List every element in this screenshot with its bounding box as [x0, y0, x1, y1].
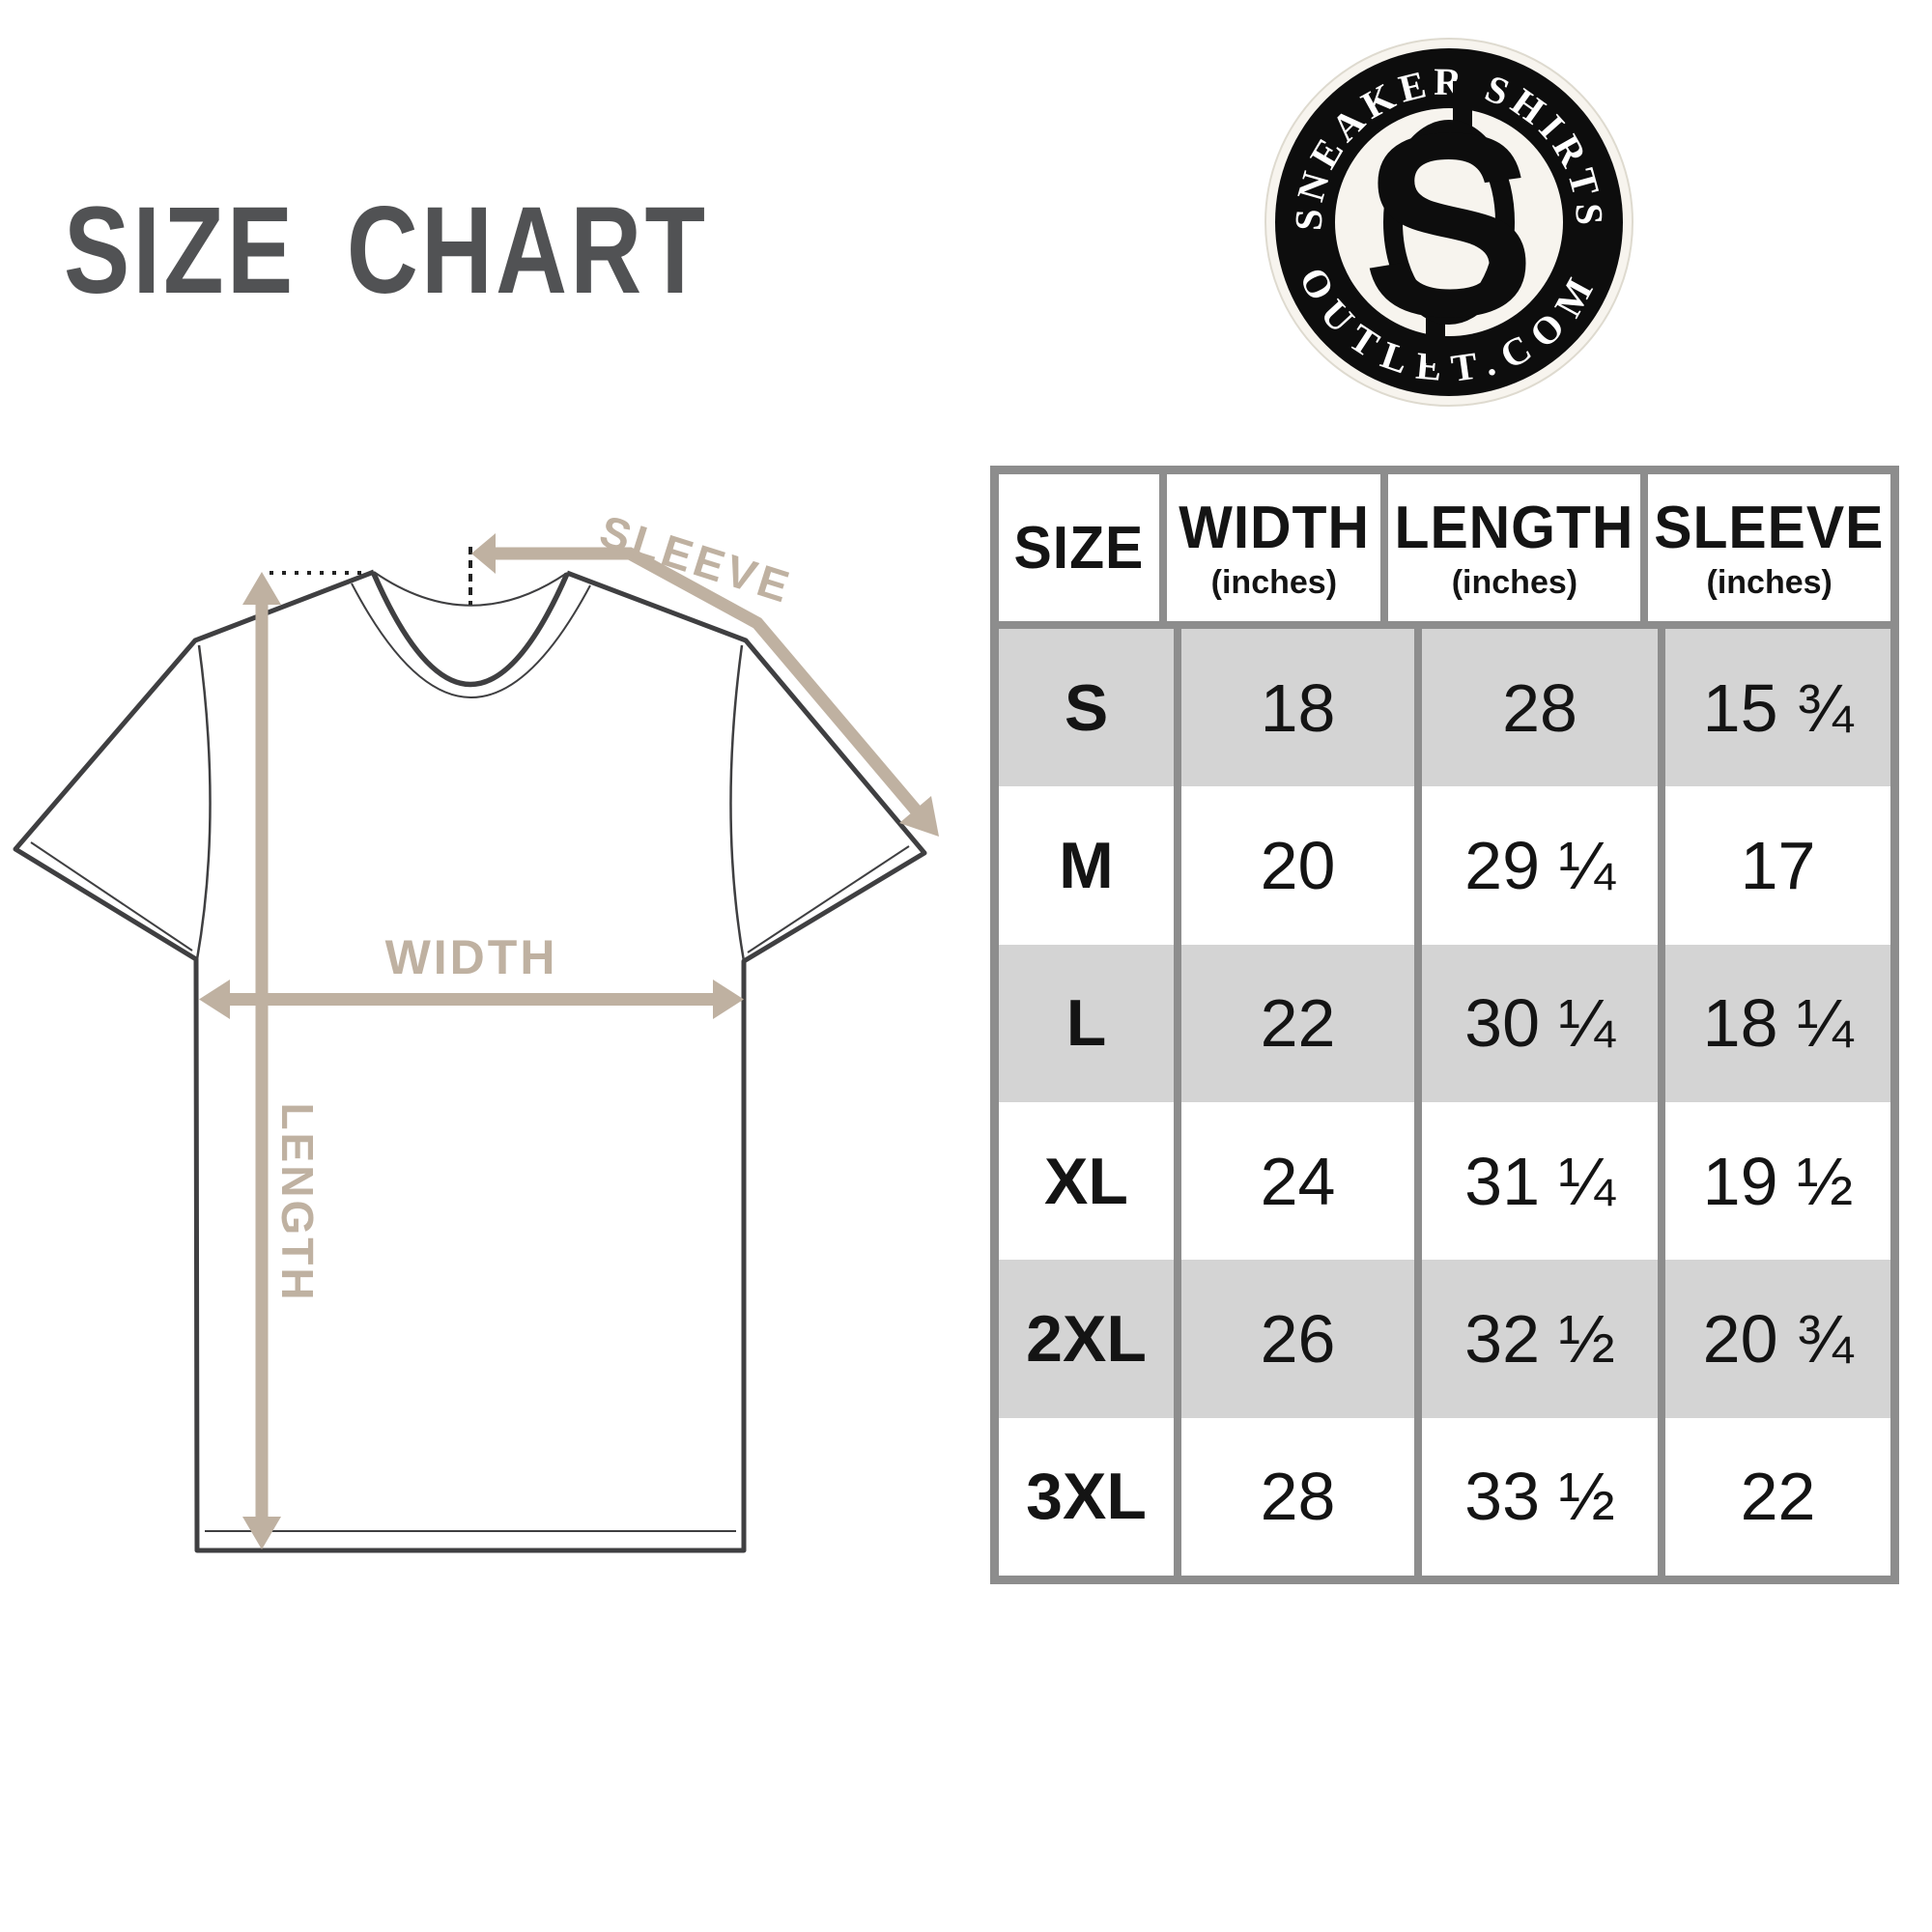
- table-row-2xl: 2XL 26 32 ½ 20 ¾: [999, 1260, 1890, 1418]
- header-units: (inches): [1706, 564, 1833, 601]
- table-row-3xl: 3XL 28 33 ½ 22: [999, 1417, 1890, 1576]
- table-row-s: S 18 28 15 ¾: [999, 629, 1890, 787]
- cell-width: 26: [1181, 1260, 1414, 1418]
- header-units: (inches): [1210, 564, 1338, 601]
- header-label: SIZE: [1013, 514, 1145, 582]
- length-arrow: [242, 572, 281, 1549]
- table-row-l: L 22 30 ¼ 18 ¼: [999, 944, 1890, 1102]
- sleeve-arrowhead-left: [471, 533, 496, 574]
- page-title: SIZE CHART: [64, 182, 709, 320]
- cell-length: 28: [1422, 629, 1658, 787]
- cell-sleeve: 15 ¾: [1665, 629, 1890, 787]
- header-cell-sleeve: SLEEVE (inches): [1648, 474, 1890, 621]
- cell-size: S: [999, 629, 1174, 787]
- brand-logo: SNEAKER SHIRTS OUTLET.COM S: [1264, 38, 1634, 407]
- cell-length: 31 ¼: [1422, 1101, 1658, 1261]
- cell-sleeve: 17: [1665, 786, 1890, 945]
- right-armhole-seam: [729, 644, 746, 962]
- cell-sleeve: 22: [1665, 1417, 1890, 1576]
- sleeve-arrowhead-right: [899, 796, 939, 837]
- logo-monogram: S: [1362, 80, 1536, 371]
- right-cuff-stitch: [747, 845, 910, 953]
- cell-width: 24: [1181, 1101, 1414, 1261]
- tshirt-outline: [13, 569, 927, 1553]
- collar-front-line: [371, 572, 570, 688]
- cell-size: L: [999, 944, 1174, 1102]
- cell-size: M: [999, 786, 1174, 945]
- cell-size: 2XL: [999, 1260, 1174, 1418]
- header-label: WIDTH: [1178, 495, 1370, 561]
- cell-size: 3XL: [999, 1417, 1174, 1576]
- cell-width: 22: [1181, 944, 1414, 1102]
- cell-width: 20: [1181, 786, 1414, 945]
- cell-length: 29 ¼: [1422, 786, 1658, 945]
- cell-sleeve: 20 ¾: [1665, 1260, 1890, 1418]
- cell-width: 28: [1181, 1417, 1414, 1576]
- header-label: SLEEVE: [1654, 495, 1885, 561]
- cell-sleeve: 19 ½: [1665, 1101, 1890, 1261]
- header-cell-width: WIDTH (inches): [1167, 474, 1381, 621]
- width-arrow: [199, 980, 744, 1019]
- cell-length: 33 ½: [1422, 1417, 1658, 1576]
- size-table: SIZE WIDTH (inches) LENGTH (inches) SLEE…: [990, 466, 1899, 1584]
- cell-length: 32 ½: [1422, 1260, 1658, 1418]
- table-row-m: M 20 29 ¼ 17: [999, 786, 1890, 945]
- header-cell-length: LENGTH (inches): [1388, 474, 1641, 621]
- left-armhole-seam: [195, 644, 212, 960]
- cell-size: XL: [999, 1101, 1174, 1261]
- collar-stitch-line: [351, 582, 591, 698]
- header-cell-size: SIZE: [999, 474, 1160, 621]
- left-cuff-stitch: [30, 841, 193, 952]
- table-header-row: SIZE WIDTH (inches) LENGTH (inches) SLEE…: [999, 474, 1890, 621]
- header-units: (inches): [1451, 564, 1578, 601]
- header-label: LENGTH: [1395, 495, 1634, 561]
- table-row-xl: XL 24 31 ¼ 19 ½: [999, 1101, 1890, 1261]
- length-label: LENGTH: [272, 1102, 323, 1302]
- logo-monogram-letter: S: [1362, 80, 1536, 371]
- tshirt-body: [15, 572, 924, 1550]
- cell-width: 18: [1181, 629, 1414, 787]
- width-label: WIDTH: [385, 930, 558, 984]
- collar-back-line: [373, 571, 568, 607]
- logo-inner-disc: [1335, 108, 1563, 336]
- tshirt-diagram: WIDTH LENGTH SLEEVE: [13, 505, 939, 1553]
- cell-sleeve: 18 ¼: [1665, 944, 1890, 1102]
- cell-length: 30 ¼: [1422, 944, 1658, 1102]
- sleeve-arrow: [488, 547, 923, 817]
